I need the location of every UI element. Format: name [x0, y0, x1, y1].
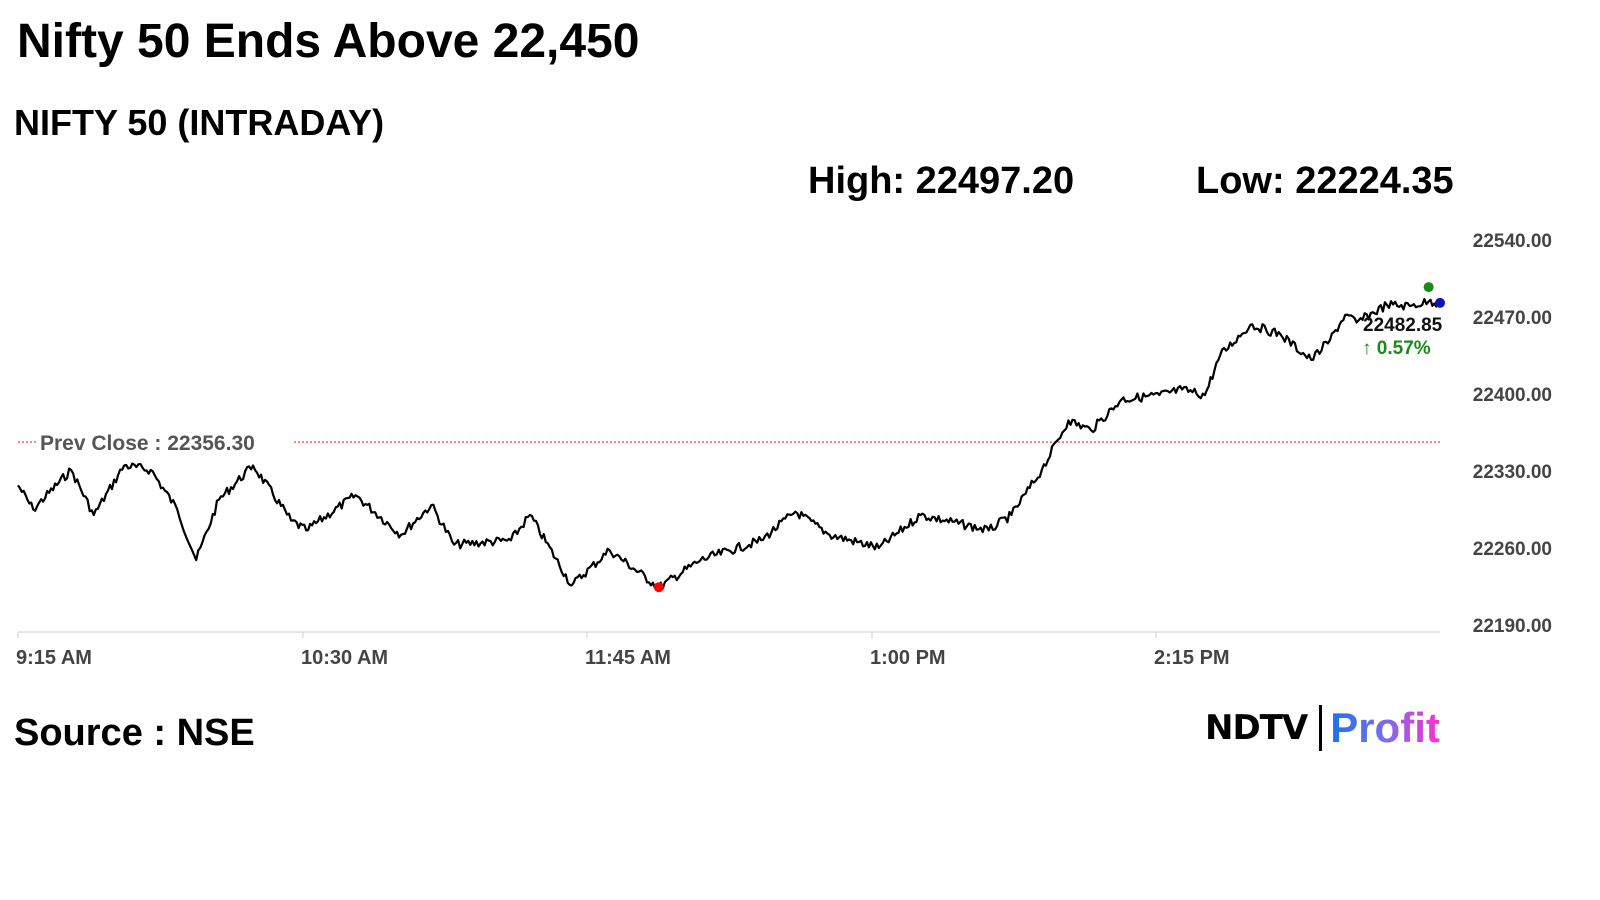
high-value: High: 22497.20 [808, 160, 1075, 202]
x-tick-label: 11:45 AM [585, 647, 671, 669]
logo-divider [1319, 704, 1323, 751]
x-tick-label: 9:15 AM [16, 647, 92, 669]
close-marker [1435, 297, 1445, 308]
ndtv-profit-logo: NDTV Profit [1205, 700, 1440, 755]
x-tick-label: 1:00 PM [870, 647, 946, 669]
y-tick-label: 22330.00 [1473, 462, 1552, 483]
y-tick-label: 22260.00 [1473, 539, 1552, 560]
x-tick-label: 10:30 AM [301, 647, 388, 669]
prev-close-label: Prev Close : 22356.30 [40, 432, 255, 455]
last-value-label: 22482.85 [1363, 315, 1443, 336]
intraday-chart: 22540.00 22470.00 22400.00 22330.00 22260.00… [16, 231, 1552, 669]
high-marker [1423, 282, 1434, 293]
series-line [17, 297, 1441, 590]
page-title: Nifty 50 Ends Above 22,450 [17, 15, 640, 68]
logo-profit: Profit [1330, 703, 1440, 751]
low-value: Low: 22224.35 [1196, 160, 1454, 202]
chart-subtitle: NIFTY 50 (INTRADAY) [14, 102, 385, 143]
y-tick-label: 22190.00 [1473, 616, 1552, 637]
y-tick-label: 22540.00 [1473, 231, 1552, 252]
change-label: ↑ 0.57% [1362, 338, 1431, 359]
y-tick-label: 22400.00 [1473, 385, 1552, 406]
x-tick-label: 2:15 PM [1154, 647, 1230, 669]
prev-close-label-bg [36, 428, 292, 455]
source-label: Source : NSE [14, 712, 255, 754]
y-tick-label: 22470.00 [1473, 308, 1552, 329]
logo-ndtv: NDTV [1205, 707, 1308, 748]
low-marker [653, 582, 664, 593]
